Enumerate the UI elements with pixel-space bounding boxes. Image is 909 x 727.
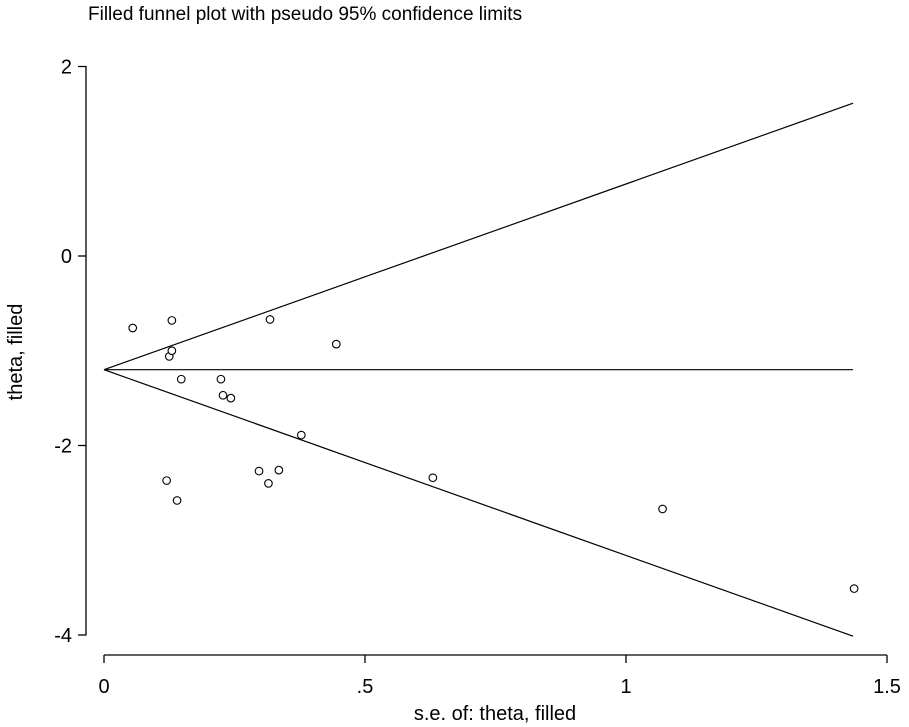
data-point: [296, 430, 306, 440]
data-point: [162, 476, 171, 485]
x-tick-label: .5: [357, 676, 374, 698]
upper-confidence-limit: [103, 102, 854, 371]
data-point: [428, 473, 438, 483]
funnel-lines: [103, 102, 854, 637]
x-tick-label: 1: [620, 676, 631, 698]
data-point: [264, 479, 273, 488]
axes: -4 -2 0 2 0 .5 1 1.5: [54, 57, 901, 699]
data-point: [274, 465, 284, 475]
data-point: [128, 323, 138, 333]
lower-confidence-limit: [103, 369, 854, 637]
data-point: [216, 374, 226, 384]
chart-title: Filled funnel plot with pseudo 95% confi…: [88, 4, 523, 25]
data-point: [658, 504, 667, 514]
y-tick-label: -4: [54, 625, 72, 647]
x-tick-label: 1.5: [873, 676, 901, 698]
data-point: [265, 315, 275, 324]
data-point: [849, 584, 859, 593]
data-point: [167, 316, 177, 325]
x-axis-title: s.e. of: theta, filled: [414, 703, 576, 725]
y-tick-label: 0: [61, 246, 72, 268]
y-tick-label: 2: [61, 57, 72, 79]
data-point: [254, 466, 264, 476]
data-point: [331, 339, 341, 349]
data-point: [226, 393, 236, 403]
y-tick-label: -2: [54, 436, 72, 458]
y-axis-title: theta, filled: [5, 304, 27, 401]
data-point: [176, 374, 186, 384]
data-point: [172, 496, 182, 505]
data-points: [128, 315, 859, 593]
data-point: [167, 346, 177, 356]
x-tick-label: 0: [98, 676, 109, 698]
data-point: [218, 390, 228, 400]
